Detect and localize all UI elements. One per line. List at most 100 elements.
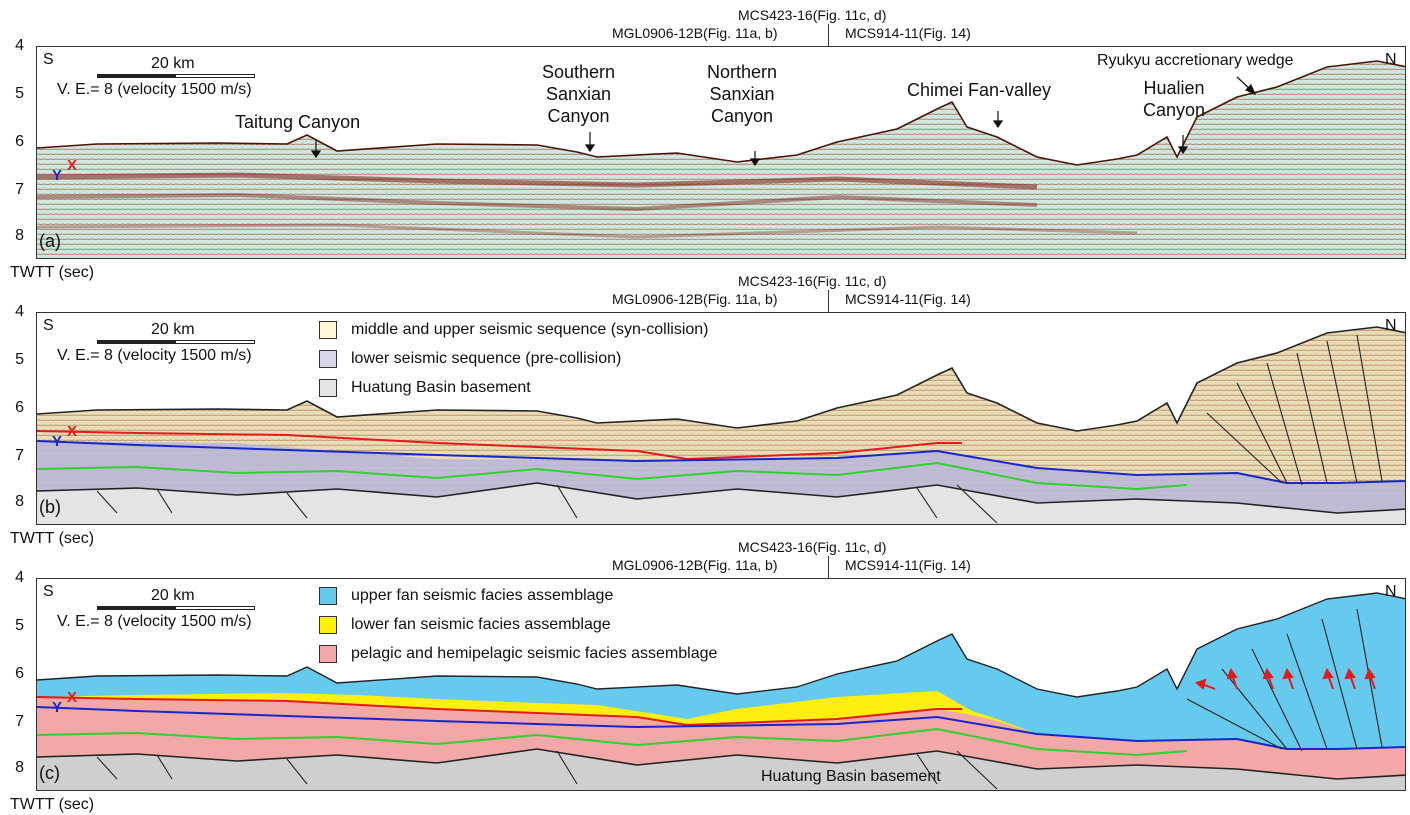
seismic-image-a: S N 20 km V. E.= 8 (velocity 1500 m/s) (… [36, 46, 1406, 259]
ref-mgl0906: MGL0906-12B(Fig. 11a, b) [612, 557, 778, 573]
legend-swatch [319, 350, 337, 368]
y-tick-5: 5 [15, 351, 24, 368]
y-tick-7: 7 [15, 713, 24, 730]
south-label: S [43, 51, 54, 68]
facies-interpretation-c: S N 20 km V. E.= 8 (velocity 1500 m/s) (… [36, 578, 1406, 791]
ve-label: V. E.= 8 (velocity 1500 m/s) [57, 347, 252, 364]
thrust-arrows [1195, 667, 1376, 690]
horizon-x-red [37, 430, 962, 461]
legend-item-upper-sequence: middle and upper seismic sequence (syn-c… [319, 321, 709, 339]
scale-bar [97, 606, 255, 610]
reference-line-labels: MCS423-16(Fig. 11c, d) MGL0906-12B(Fig. … [0, 0, 1410, 46]
scale-bar [97, 74, 255, 78]
y-tick-7: 7 [15, 447, 24, 464]
basement-fill [37, 483, 1405, 524]
north-label: N [1385, 51, 1397, 68]
ref-mcs423: MCS423-16(Fig. 11c, d) [738, 273, 887, 289]
reference-line-labels: MCS423-16(Fig. 11c, d) MGL0906-12B(Fig. … [0, 532, 1410, 578]
y-tick-4: 4 [15, 569, 24, 586]
y-tick-4: 4 [15, 303, 24, 320]
ref-mcs423: MCS423-16(Fig. 11c, d) [738, 7, 887, 23]
legend-swatch [319, 379, 337, 397]
label-hualien: Hualien Canyon [1143, 78, 1206, 120]
seafloor-line-a [37, 60, 1405, 166]
legend-swatch [319, 587, 337, 605]
horizon-green [37, 727, 1188, 757]
y-tick-8: 8 [15, 227, 24, 244]
ref-divider [828, 24, 829, 46]
facies-svg-c [37, 579, 1405, 790]
scale-bar [97, 340, 255, 344]
legend-label: upper fan seismic facies assemblage [351, 587, 614, 604]
y-axis-title-c: TWTT (sec) [10, 796, 95, 813]
legend-item-lower-sequence: lower seismic sequence (pre-collision) [319, 350, 621, 368]
marker-y: Y [52, 433, 63, 450]
panel-a-seismic-profile: MCS423-16(Fig. 11c, d) MGL0906-12B(Fig. … [0, 0, 1410, 281]
basement-top-line [37, 482, 1405, 514]
legend-item-upper-fan: upper fan seismic facies assemblage [319, 587, 613, 605]
panel-letter-c: (c) [39, 763, 60, 783]
faults-c [96, 608, 1383, 790]
y-axis-title-a: TWTT (sec) [10, 264, 95, 281]
horizon-green [37, 461, 1188, 491]
ref-mcs423: MCS423-16(Fig. 11c, d) [738, 539, 887, 555]
y-tick-7: 7 [15, 181, 24, 198]
legend-label: pelagic and hemipelagic seismic facies a… [351, 645, 718, 662]
legend-label: lower fan seismic facies assemblage [351, 616, 611, 633]
seafloor-line-c [37, 592, 1405, 698]
marker-x: X [67, 157, 78, 174]
y-tick-5: 5 [15, 85, 24, 102]
reflector-band-3 [37, 223, 1138, 239]
seafloor-body-a [37, 61, 1405, 258]
label-chimei: Chimei Fan-valley [907, 80, 1052, 100]
legend-item-basement: Huatung Basin basement [319, 379, 531, 397]
panel-c-seismic-facies: MCS423-16(Fig. 11c, d) MGL0906-12B(Fig. … [0, 532, 1410, 813]
y-tick-6: 6 [15, 665, 24, 682]
marker-y: Y [52, 699, 63, 716]
panel-letter-a: (a) [39, 231, 61, 251]
ref-mgl0906: MGL0906-12B(Fig. 11a, b) [612, 25, 778, 41]
south-label: S [43, 583, 54, 600]
legend-label: lower seismic sequence (pre-collision) [351, 350, 622, 367]
marker-x: X [67, 423, 78, 440]
y-axis-title-b: TWTT (sec) [10, 530, 95, 547]
legend-swatch [319, 645, 337, 663]
marker-y: Y [52, 167, 63, 184]
ref-mcs914: MCS914-11(Fig. 14) [845, 557, 971, 573]
south-label: S [43, 317, 54, 334]
faults-b [96, 334, 1383, 524]
ve-label: V. E.= 8 (velocity 1500 m/s) [57, 81, 252, 98]
legend-label: Huatung Basin basement [351, 379, 531, 396]
y-tick-8: 8 [15, 759, 24, 776]
marker-x: X [67, 689, 78, 706]
ref-divider [828, 556, 829, 578]
ref-mcs914: MCS914-11(Fig. 14) [845, 25, 971, 41]
ve-label: V. E.= 8 (velocity 1500 m/s) [57, 613, 252, 630]
seismic-svg-b [37, 313, 1405, 524]
basement-label: Huatung Basin basement [761, 768, 941, 785]
ref-mgl0906: MGL0906-12B(Fig. 11a, b) [612, 291, 778, 307]
basement-top-line [37, 748, 1405, 780]
seismic-image-b: S N 20 km V. E.= 8 (velocity 1500 m/s) (… [36, 312, 1406, 525]
reflector-band-2 [37, 192, 1038, 212]
ref-divider [828, 290, 829, 312]
north-label: N [1385, 583, 1397, 600]
seismic-svg-a [37, 47, 1405, 258]
label-taitung-canyon: Taitung Canyon [235, 112, 361, 132]
seafloor-line-b [37, 326, 1405, 432]
y-tick-6: 6 [15, 133, 24, 150]
y-tick-5: 5 [15, 617, 24, 634]
label-northern-sanxian: Northern Sanxian Canyon [707, 62, 778, 126]
reference-line-labels: MCS423-16(Fig. 11c, d) MGL0906-12B(Fig. … [0, 266, 1410, 312]
y-tick-4: 4 [15, 37, 24, 54]
panel-b-seismic-sequences: MCS423-16(Fig. 11c, d) MGL0906-12B(Fig. … [0, 266, 1410, 547]
legend-label: middle and upper seismic sequence (syn-c… [351, 321, 709, 338]
y-tick-8: 8 [15, 493, 24, 510]
scale-label: 20 km [151, 55, 195, 72]
legend-swatch [319, 321, 337, 339]
label-southern-sanxian: Southern Sanxian Canyon [542, 62, 616, 126]
reflector-band-1 [37, 172, 1038, 190]
ref-mcs914: MCS914-11(Fig. 14) [845, 291, 971, 307]
legend-item-lower-fan: lower fan seismic facies assemblage [319, 616, 611, 634]
arrows-a [310, 76, 1257, 167]
